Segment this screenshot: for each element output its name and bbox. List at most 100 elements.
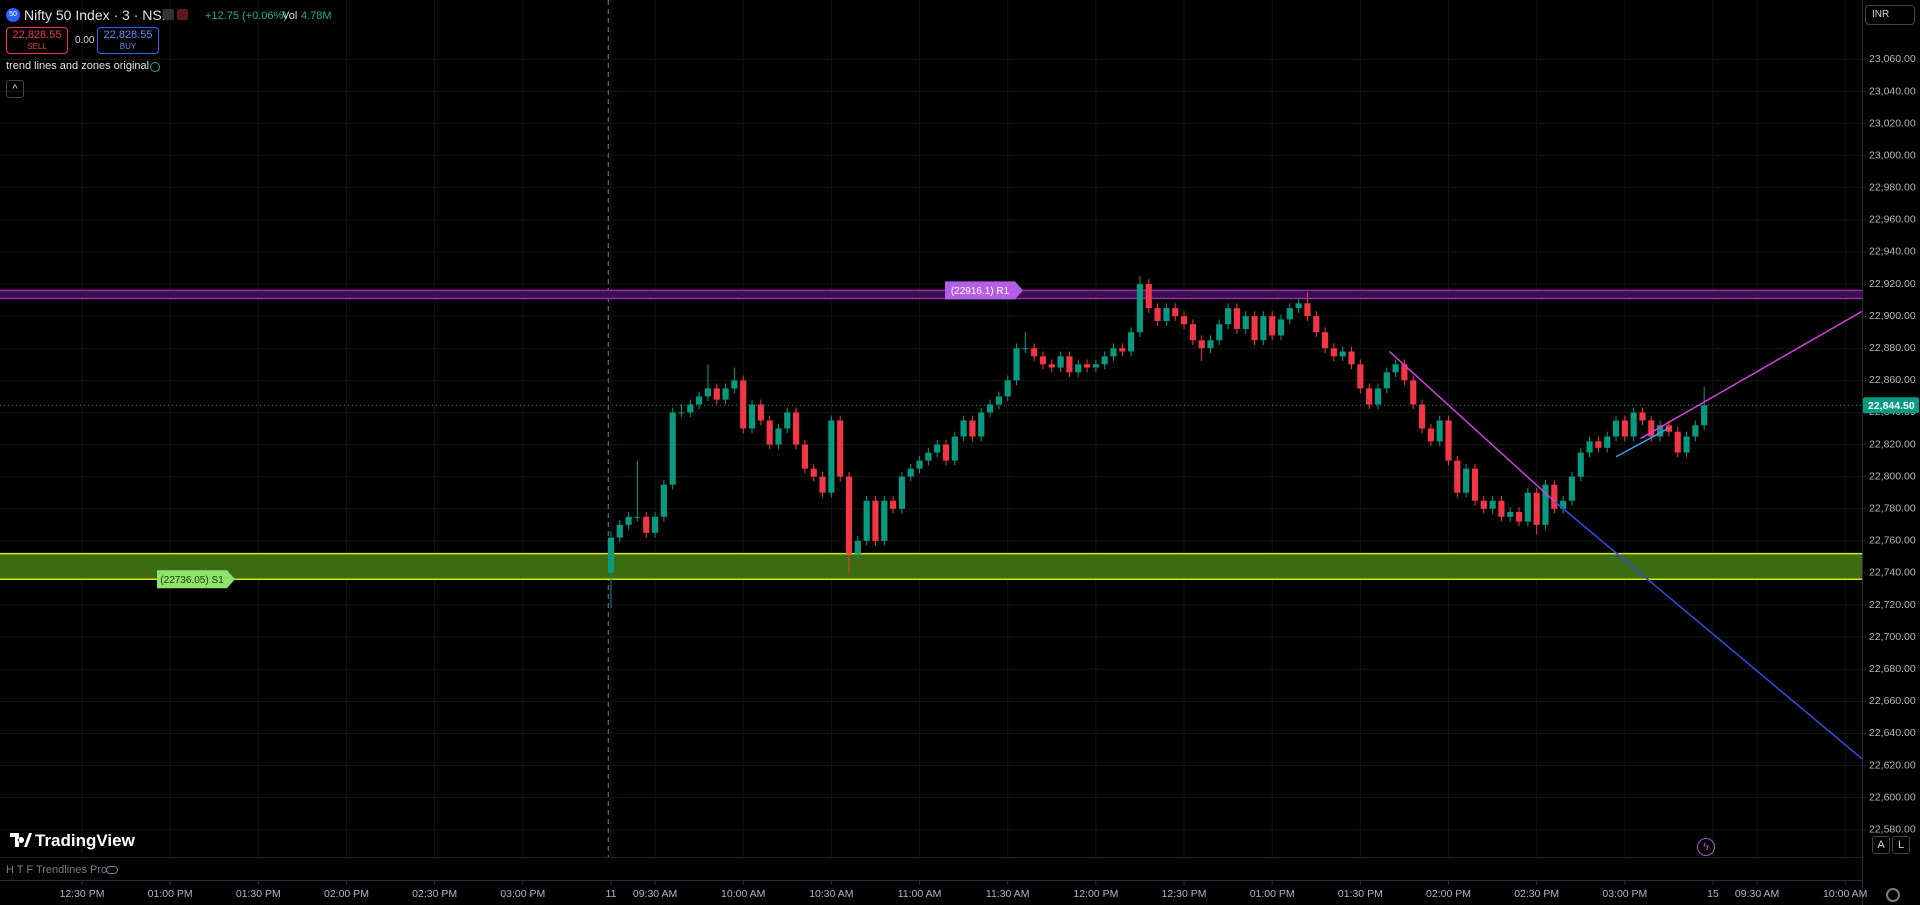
candle-body [722,388,729,400]
buy-button[interactable]: 22,828.55 BUY [97,27,159,54]
candle-body [1533,492,1540,525]
candle-body [731,380,738,389]
indicator-name[interactable]: trend lines and zones original [6,60,150,72]
candle-body [1418,404,1426,429]
buy-price: 22,828.55 [103,29,153,41]
collapse-button[interactable]: ^ [6,80,24,98]
candle-body [1392,364,1399,373]
candle-body [1180,316,1188,325]
candle-body [748,404,756,429]
auto-scale-button[interactable]: A [1872,836,1890,854]
x-tick-label: 12:30 PM [1162,888,1207,900]
candle-body [1463,468,1470,493]
price-axis [1862,0,1920,905]
change: +12.75 (+0.06%) [205,10,287,22]
candle-body [1577,452,1584,477]
candle-body [1683,436,1690,453]
x-tick-label: 03:00 PM [500,888,545,900]
indicator-loading [150,62,160,72]
trendline [1388,350,1556,503]
candle-body [1621,420,1628,437]
y-tick-label: 23,000.00 [1869,149,1916,161]
candle-body [1692,425,1699,437]
candle-body [995,396,1002,405]
x-tick-label: 10:30 AM [809,888,853,900]
candle-body [1410,380,1417,405]
last-price-tag [1863,397,1919,414]
candle-body [1286,308,1293,320]
candle-body [916,460,923,469]
brand-icon [10,833,32,847]
zone-label: (22736.05) S1 [160,575,224,586]
volume-label: Vol [282,10,298,22]
zone [0,290,1862,299]
y-tick-label: 23,020.00 [1869,117,1916,129]
y-tick-label: 22,920.00 [1869,278,1916,290]
candle-body [696,396,703,405]
candle-body [740,380,747,429]
y-tick-label: 22,740.00 [1869,567,1916,579]
x-tick-label: 02:30 PM [412,888,457,900]
y-tick-label: 23,060.00 [1869,53,1916,65]
candle-body [1595,441,1602,448]
spread: 0.00 [75,35,95,46]
log-scale-button[interactable]: L [1892,836,1910,854]
candle-body [1145,284,1152,309]
lightning-icon[interactable]: ϟ [1697,838,1715,856]
candle-body [1110,348,1117,357]
candle-body [634,516,641,518]
candle-body [1339,351,1346,357]
candle-body [1489,500,1496,509]
y-tick-label: 23,040.00 [1869,85,1916,97]
candle-body [625,516,632,525]
candle-body [1075,364,1082,373]
candle-body [757,404,764,421]
indicator2-name[interactable]: H T F Trendlines Pro [6,864,108,876]
candle-body [1295,303,1302,309]
candle-body [1648,420,1655,437]
candle-body [1454,460,1461,493]
candle-body [890,500,897,509]
candle-body [819,476,826,493]
visibility-icon[interactable] [106,866,118,874]
settings-icon[interactable] [1886,888,1900,902]
trendline [1554,501,1863,760]
candle-body [1560,500,1567,509]
candle-body [1172,308,1179,317]
candle-body [801,444,809,469]
symbol-title[interactable]: Nifty 50 Index · 3 · NSE [24,7,172,23]
candle-body [775,428,782,445]
candle-body [1498,500,1505,517]
candle-body [1004,380,1011,397]
candle-body [1313,316,1320,333]
currency-select[interactable]: INR [1865,5,1915,25]
candle-body [793,412,800,445]
x-tick-label: 02:00 PM [324,888,369,900]
candle-body [1216,324,1223,341]
candle-body [713,388,720,400]
y-tick-label: 22,820.00 [1869,438,1916,450]
candle-body [1083,364,1091,368]
zone [0,553,1862,580]
candle-body [1207,340,1214,349]
symbol-badge[interactable]: 50 [6,8,20,22]
candle-body [1304,303,1311,317]
time-axis [0,880,1862,905]
y-tick-label: 22,700.00 [1869,631,1916,643]
brand-logo [10,833,32,847]
y-tick-label: 22,800.00 [1869,470,1916,482]
candle-body [1366,388,1373,405]
zone-label: (22916.1) R1 [951,286,1010,297]
candle-body [1330,348,1337,357]
candle-body [1066,356,1073,373]
y-tick-label: 22,660.00 [1869,695,1916,707]
sell-button[interactable]: 22,828.55 SELL [6,27,68,54]
candle-body [1471,468,1479,501]
trendline [1640,310,1863,440]
candle-body [660,484,667,517]
y-tick-label: 22,640.00 [1869,727,1916,739]
candle-body [942,444,950,461]
candle-body [881,500,888,541]
candle-body [1374,388,1382,405]
candle-body [616,524,623,538]
